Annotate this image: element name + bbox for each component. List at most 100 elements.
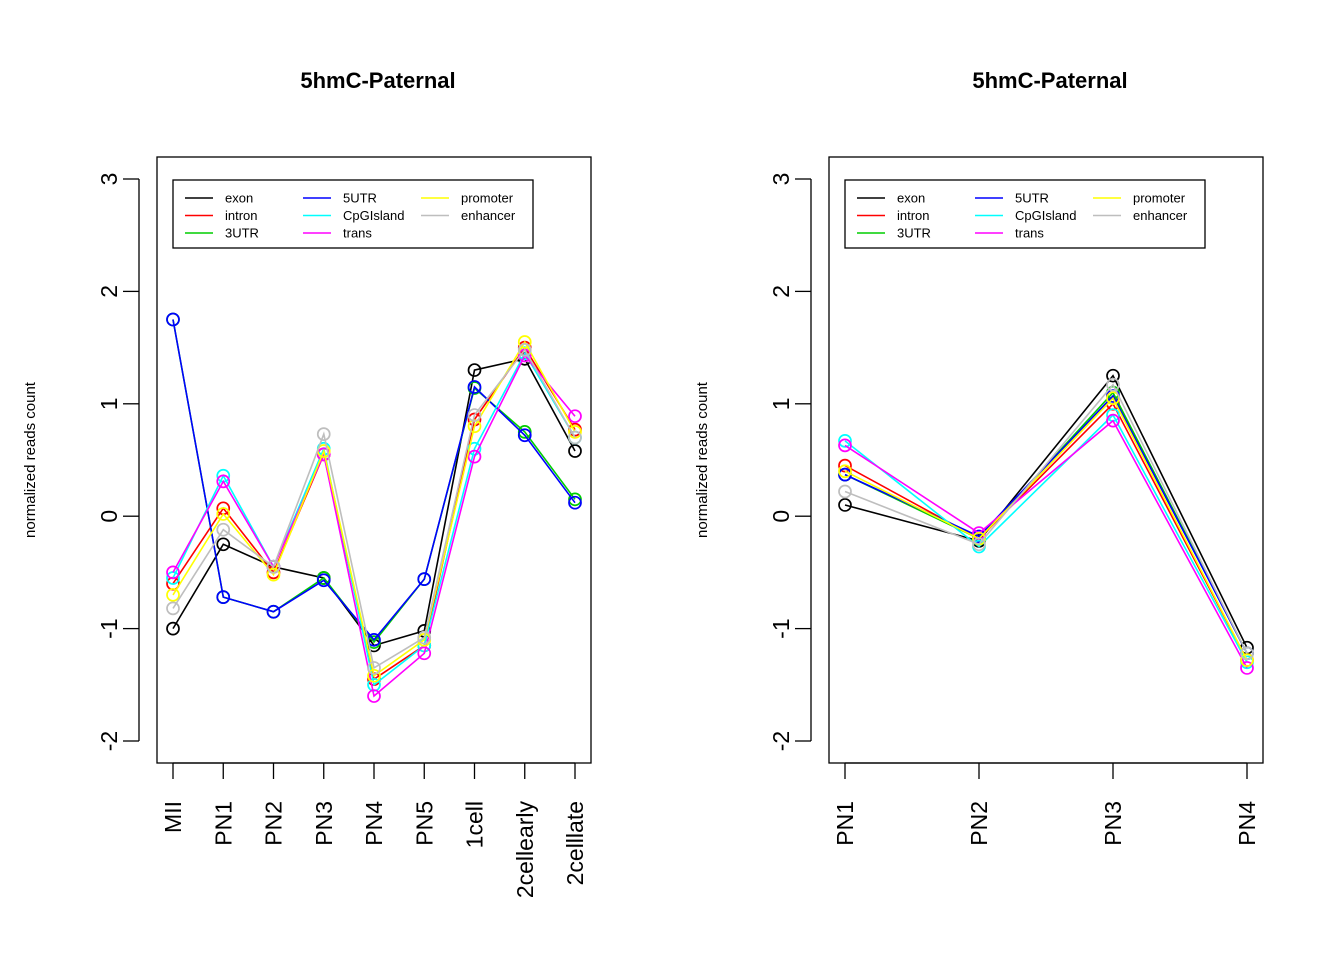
y-tick-label: -2 (96, 731, 122, 751)
data-point (266, 559, 281, 574)
series-exon (838, 368, 1254, 655)
data-point (166, 601, 180, 616)
legend-label: enhancer (461, 208, 516, 223)
data-point (467, 363, 482, 377)
series-line (844, 413, 1248, 663)
legend-box (844, 179, 1206, 249)
data-point (166, 565, 180, 580)
data-point (568, 409, 582, 424)
data-point (1240, 646, 1254, 661)
legend-label: trans (1015, 226, 1044, 241)
y-tick-label: 1 (96, 397, 122, 410)
series-line (172, 351, 576, 687)
data-point (316, 573, 331, 588)
legend-label: 3UTR (225, 226, 259, 241)
series-line (172, 348, 576, 670)
data-point (568, 425, 582, 439)
y-axis-label: normalized reads count (22, 381, 39, 538)
data-point (417, 572, 432, 586)
data-point (838, 464, 852, 479)
data-point (216, 590, 231, 604)
data-point (166, 621, 180, 636)
legend-label: intron (225, 208, 258, 223)
series-line (844, 402, 1248, 661)
data-point (838, 484, 852, 499)
series-line (844, 383, 1248, 654)
y-tick-label: 1 (768, 397, 794, 410)
data-point (1240, 661, 1254, 675)
legend-label: 5UTR (1015, 191, 1049, 206)
legend-box (172, 179, 534, 249)
x-tick-label: PN4 (361, 801, 387, 846)
data-point (972, 537, 986, 552)
data-point (838, 438, 852, 453)
legend-label: exon (225, 191, 253, 206)
legend: exon intron 3UTR 5UTR CpGIsland trans promoter… (844, 179, 1206, 249)
series-intron (838, 396, 1254, 667)
series-promoter (838, 391, 1254, 667)
legend-label: 3UTR (897, 226, 931, 241)
data-point (568, 492, 582, 507)
series-line (844, 374, 1248, 649)
data-point (367, 661, 381, 675)
series-line (172, 319, 576, 644)
data-point (517, 425, 532, 439)
x-tick-label: PN2 (966, 801, 992, 846)
data-point (517, 428, 532, 443)
y-tick-label: 2 (96, 285, 122, 298)
series-5UTR (838, 389, 1254, 661)
legend-label: enhancer (1133, 208, 1188, 223)
legend-label: intron (897, 208, 930, 223)
data-point (316, 427, 331, 441)
data-point (216, 522, 231, 537)
data-point (417, 630, 432, 645)
series-line (172, 354, 576, 698)
data-point (316, 447, 331, 462)
x-tick-label: PN3 (1100, 801, 1126, 846)
data-point (838, 498, 852, 512)
data-point (1240, 653, 1254, 667)
data-point (367, 668, 381, 683)
data-point (838, 434, 852, 448)
data-point (517, 335, 532, 349)
series-5UTR (166, 312, 582, 647)
series-line (844, 391, 1248, 654)
y-axis-label: normalized reads count (694, 381, 711, 538)
y-tick-label: 3 (96, 173, 122, 186)
x-tick-label: 1cell (462, 801, 488, 848)
data-point (467, 380, 482, 394)
y-tick-label: 0 (96, 510, 122, 523)
legend-label: trans (343, 226, 372, 241)
series-trans (166, 348, 582, 703)
series-line (844, 419, 1248, 669)
data-point (216, 537, 231, 552)
chart-panel-left: 5hmC-Paternal normalized reads count -2 -… (22, 68, 592, 899)
x-tick-label: 2cellearly (512, 801, 538, 899)
data-point (568, 495, 582, 510)
legend-label: promoter (1133, 191, 1186, 206)
series-line (172, 346, 576, 681)
legend: exon intron 3UTR 5UTR CpGIsland trans promoter… (172, 179, 534, 249)
x-tick-label: PN4 (1234, 801, 1260, 846)
x-tick-label: 2celllate (562, 801, 588, 885)
data-point (1106, 368, 1120, 383)
y-tick-label: 3 (768, 173, 794, 186)
data-point (568, 430, 582, 445)
y-tick-label: -1 (96, 618, 122, 638)
data-point (417, 646, 432, 661)
x-tick-label: MII (160, 801, 186, 833)
x-tick-label: PN5 (411, 801, 437, 846)
series-line (172, 340, 576, 678)
y-tick-label: -1 (768, 618, 794, 638)
data-point (467, 449, 482, 464)
series-line (172, 319, 576, 642)
chart-title: 5hmC-Paternal (300, 68, 455, 93)
data-point (266, 567, 281, 582)
data-point (568, 444, 582, 458)
series-3UTR (838, 385, 1254, 661)
data-point (166, 312, 180, 327)
x-tick-label: PN2 (261, 801, 287, 846)
data-point (1106, 413, 1120, 428)
data-point (467, 408, 482, 422)
